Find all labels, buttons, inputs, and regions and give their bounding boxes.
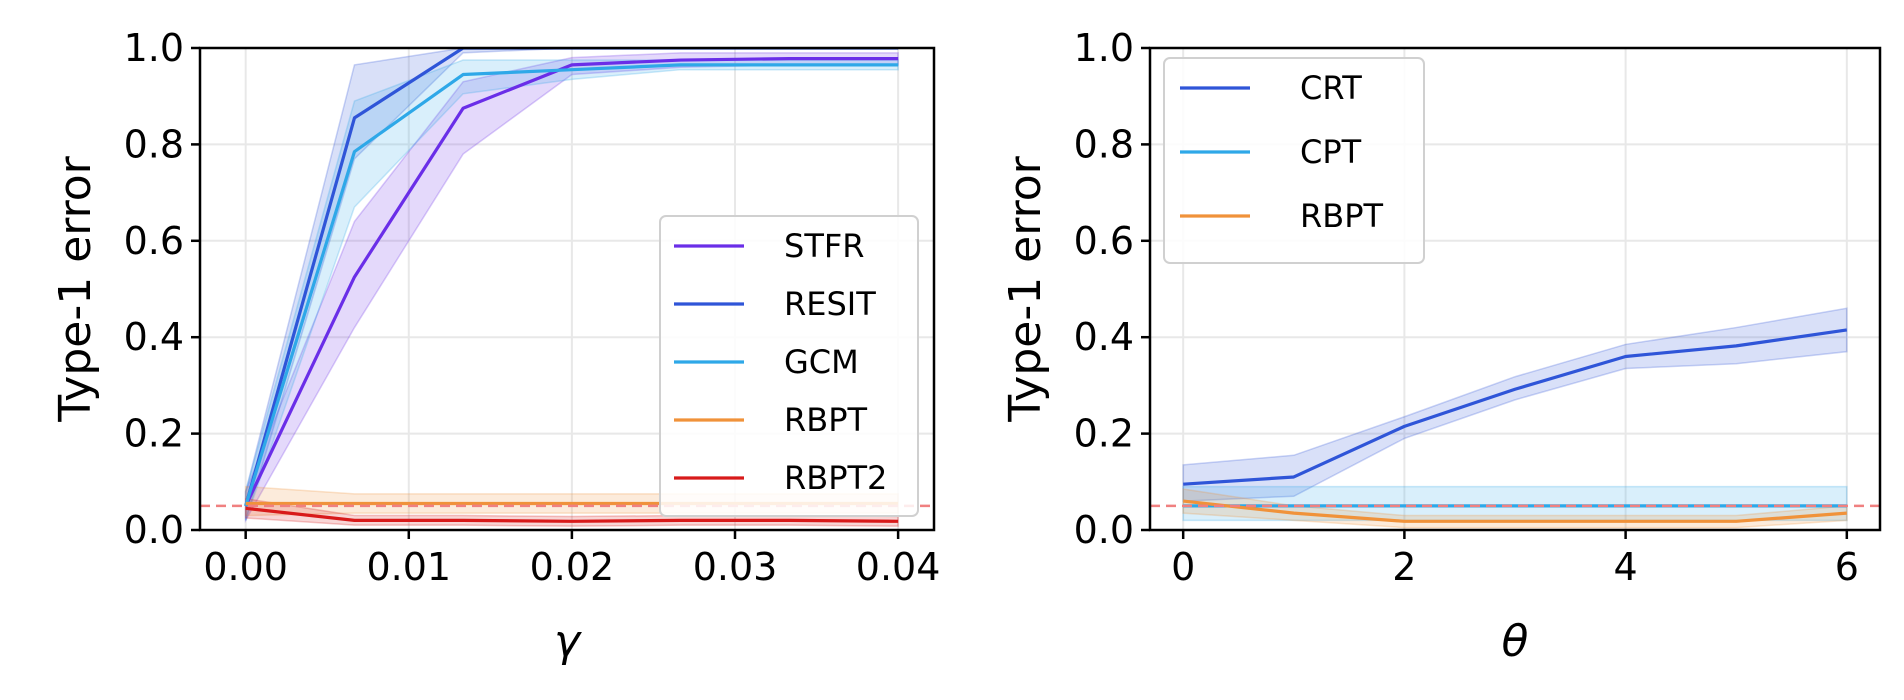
x-tick-label: 0.01: [366, 545, 451, 589]
series-band-gcm: [244, 59, 899, 521]
legend-label-rbpt: RBPT: [1300, 197, 1383, 235]
series-line-stfr: [244, 57, 899, 507]
x-tick-label: 0.03: [693, 545, 778, 589]
y-tick-label: 0.4: [124, 315, 184, 359]
legend-label-crt: CRT: [1300, 69, 1362, 107]
legend-label-rbpt: RBPT: [784, 401, 867, 439]
plot-area: [200, 48, 934, 527]
legend-box: [1163, 57, 1425, 264]
y-tick-label: 1.0: [1074, 26, 1134, 70]
x-axis-label: θ: [1502, 616, 1529, 667]
legend-label-stfr: STFR: [784, 227, 865, 265]
y-tick-label: 0.2: [1074, 412, 1134, 456]
x-tick-label: 6: [1835, 545, 1859, 589]
x-axis-label: γ: [554, 616, 582, 667]
series-line-rbpt2: [245, 506, 899, 523]
legend-label-cpt: CPT: [1300, 133, 1362, 171]
series-line-gcm: [244, 63, 899, 507]
series-line-crt: [1183, 328, 1848, 486]
axes-frame: [198, 46, 936, 532]
y-tick-label: 0.8: [124, 122, 184, 166]
series-line-rbpt: [1183, 499, 1847, 523]
y-tick-label: 0.0: [124, 508, 184, 552]
legend-label-resit: RESIT: [784, 285, 876, 323]
y-tick-label: 1.0: [124, 26, 184, 70]
x-tick-label: 4: [1614, 545, 1638, 589]
legend: STFR RESIT GCM RBPT RBPT2: [659, 215, 919, 517]
x-tick-label: 0.02: [530, 545, 615, 589]
series-band-resit: [244, 48, 899, 521]
plot-area: [1150, 307, 1880, 529]
series-line-resit: [244, 48, 899, 507]
x-tick-label: 2: [1392, 545, 1416, 589]
legend-label-rbpt2: RBPT2: [784, 459, 887, 497]
legend-box: [659, 215, 919, 517]
y-tick-label: 0.6: [1074, 219, 1134, 263]
axes-frame: [1148, 46, 1882, 532]
y-tick-label: 0.0: [1074, 508, 1134, 552]
legend: CRT CPT RBPT: [1163, 57, 1425, 264]
x-tick-label: 0: [1171, 545, 1195, 589]
y-tick-label: 0.6: [124, 219, 184, 263]
y-axis-label: Type-1 error: [50, 155, 101, 422]
x-tick-label: 0.04: [856, 545, 941, 589]
y-axis-label: Type-1 error: [1000, 155, 1051, 422]
y-tick-label: 0.4: [1074, 315, 1134, 359]
y-tick-label: 0.8: [1074, 122, 1134, 166]
legend-label-gcm: GCM: [784, 343, 859, 381]
y-tick-label: 0.2: [124, 412, 184, 456]
series-band-cpt: [1182, 485, 1848, 522]
x-tick-label: 0.00: [203, 545, 288, 589]
chart-panel-2: 0 2 4 6 0.0 0.2 0.4 0.6 0.8 1.0 θ Type-1 error CRT CP…: [1000, 26, 1882, 667]
chart-panel-1: 0.00 0.01 0.02 0.03 0.04 0.0 0.2 0.4 0.6 0.8 1.0 γ T…: [50, 26, 940, 667]
